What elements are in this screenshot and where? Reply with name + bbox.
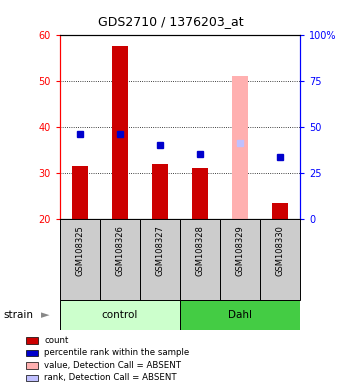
Text: Dahl: Dahl (228, 310, 252, 320)
Bar (72, 166, 88, 219)
Text: count: count (44, 336, 69, 345)
Text: GSM108326: GSM108326 (115, 225, 124, 276)
Text: GSM108330: GSM108330 (276, 225, 284, 276)
Bar (272, 203, 288, 219)
Text: GSM108329: GSM108329 (236, 225, 244, 276)
Bar (232, 76, 248, 219)
Text: GSM108328: GSM108328 (195, 225, 204, 276)
Bar (140, 219, 180, 300)
Bar (260, 219, 300, 300)
Bar (112, 46, 128, 219)
Bar (27, 362, 38, 369)
Text: strain: strain (3, 310, 33, 320)
Bar (27, 349, 38, 356)
Bar (27, 374, 38, 381)
Bar (60, 219, 100, 300)
Bar (152, 164, 168, 219)
Bar (192, 168, 208, 219)
Text: GSM108327: GSM108327 (155, 225, 164, 276)
Bar (27, 337, 38, 344)
Text: GSM108325: GSM108325 (75, 225, 84, 276)
Text: control: control (102, 310, 138, 320)
Bar (100, 219, 140, 300)
Text: value, Detection Call = ABSENT: value, Detection Call = ABSENT (44, 361, 181, 370)
Text: GDS2710 / 1376203_at: GDS2710 / 1376203_at (98, 15, 243, 28)
Bar (180, 219, 220, 300)
Bar (180, 300, 300, 330)
Text: ►: ► (41, 310, 49, 320)
Text: rank, Detection Call = ABSENT: rank, Detection Call = ABSENT (44, 373, 177, 382)
Bar (60, 300, 180, 330)
Bar (220, 219, 260, 300)
Text: percentile rank within the sample: percentile rank within the sample (44, 348, 189, 357)
